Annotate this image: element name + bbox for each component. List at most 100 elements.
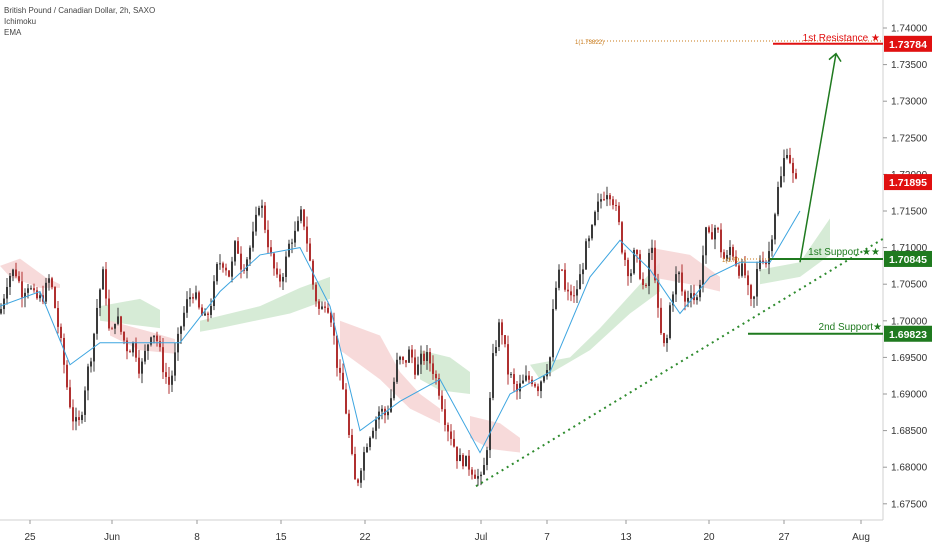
candle-body [732, 247, 734, 257]
candle-body [438, 378, 440, 396]
candle-body [369, 437, 371, 447]
candle-body [48, 278, 50, 283]
candle-body [585, 241, 587, 270]
candle-body [453, 438, 455, 447]
candle-body [264, 205, 266, 230]
candle-body [786, 155, 788, 159]
candle-body [483, 465, 485, 475]
candle-body [405, 360, 407, 363]
candle-body [222, 263, 224, 268]
price-tick-label: 1.70000 [891, 316, 928, 327]
candle-body [681, 272, 683, 292]
candle-body [390, 398, 392, 412]
candle-body [12, 269, 14, 276]
candle-body [162, 347, 164, 373]
candle-body [519, 383, 521, 392]
cloud-segment [200, 276, 330, 332]
symbol-title: British Pound / Canadian Dollar, 2h, SAX… [4, 6, 156, 15]
candle-body [207, 313, 209, 315]
candle-body [303, 209, 305, 227]
candle-body [33, 288, 35, 291]
candle-body [717, 227, 719, 230]
candle-body [183, 312, 185, 327]
time-tick-label: 15 [275, 532, 287, 543]
candle-body [18, 276, 20, 282]
candle-body [687, 297, 689, 302]
candle-body [504, 335, 506, 345]
candle-body [579, 274, 581, 290]
candle-body [720, 229, 722, 253]
fib-level-label-top: 1(1.73822) [575, 40, 604, 46]
candle-body [276, 268, 278, 275]
candle-body [591, 224, 593, 239]
support-2-price-tag-text: 1.69823 [889, 329, 927, 341]
candle-body [471, 469, 473, 475]
cloud-segment [0, 258, 60, 288]
candle-body [237, 241, 239, 254]
candle-body [597, 201, 599, 212]
target-arrow-shaft [799, 53, 837, 263]
candle-body [186, 299, 188, 313]
candle-body [723, 252, 725, 259]
candle-body [210, 306, 212, 315]
candle-body [324, 306, 326, 308]
candle-body [399, 356, 401, 360]
price-tick-label: 1.68000 [891, 463, 928, 474]
candle-body [666, 338, 668, 344]
candle-body [285, 256, 287, 277]
cloud-segment [530, 262, 660, 380]
candle-body [729, 247, 731, 256]
time-axis: 25 Jun 8 15 22 Jul 7 13 20 27 Aug [24, 520, 870, 543]
indicator-ichimoku[interactable]: Ichimoku [4, 17, 37, 26]
candle-body [333, 322, 335, 336]
candle-body [468, 455, 470, 470]
candle-body [636, 249, 638, 255]
candle-body [321, 306, 323, 309]
candle-body [270, 247, 272, 254]
indicator-ema[interactable]: EMA [4, 28, 22, 37]
candle-body [573, 295, 575, 297]
candle-body [771, 239, 773, 252]
candle-body [174, 352, 176, 376]
candle-body [240, 253, 242, 270]
candle-body [552, 308, 554, 358]
candle-body [132, 342, 134, 353]
candle-body [345, 389, 347, 414]
candle-body [279, 274, 281, 282]
candle-body [216, 263, 218, 282]
candle-body [330, 312, 332, 323]
candle-body [513, 374, 515, 384]
candle-body [120, 316, 122, 332]
candle-body [87, 366, 89, 391]
candle-body [105, 269, 107, 299]
candle-body [402, 356, 404, 361]
candle-body [624, 252, 626, 260]
candle-body [60, 326, 62, 338]
candle-body [261, 205, 263, 208]
support-1-price-tag-box [884, 250, 932, 267]
price-tick-label: 1.72500 [891, 133, 928, 144]
candle-body [213, 281, 215, 307]
fib-level-label-support: 1(1.70...) [722, 258, 746, 264]
candle-body [318, 301, 320, 309]
candle-body [522, 380, 524, 384]
candle-body [528, 375, 530, 380]
candle-body [228, 270, 230, 277]
price-tick-label: 1.69500 [891, 353, 928, 364]
candle-body [81, 414, 83, 421]
candle-body [282, 276, 284, 282]
candle-body [111, 328, 113, 330]
candle-body [138, 357, 140, 374]
time-tick-label: 22 [359, 532, 371, 543]
candle-body [0, 309, 2, 314]
candle-body [660, 307, 662, 334]
candle-body [726, 255, 728, 259]
candle-body [366, 446, 368, 453]
candle-body [57, 308, 59, 327]
candle-body [306, 226, 308, 244]
candle-body [768, 251, 770, 265]
candle-body [396, 359, 398, 382]
resistance-price-tag-text: 1.73784 [889, 39, 927, 51]
